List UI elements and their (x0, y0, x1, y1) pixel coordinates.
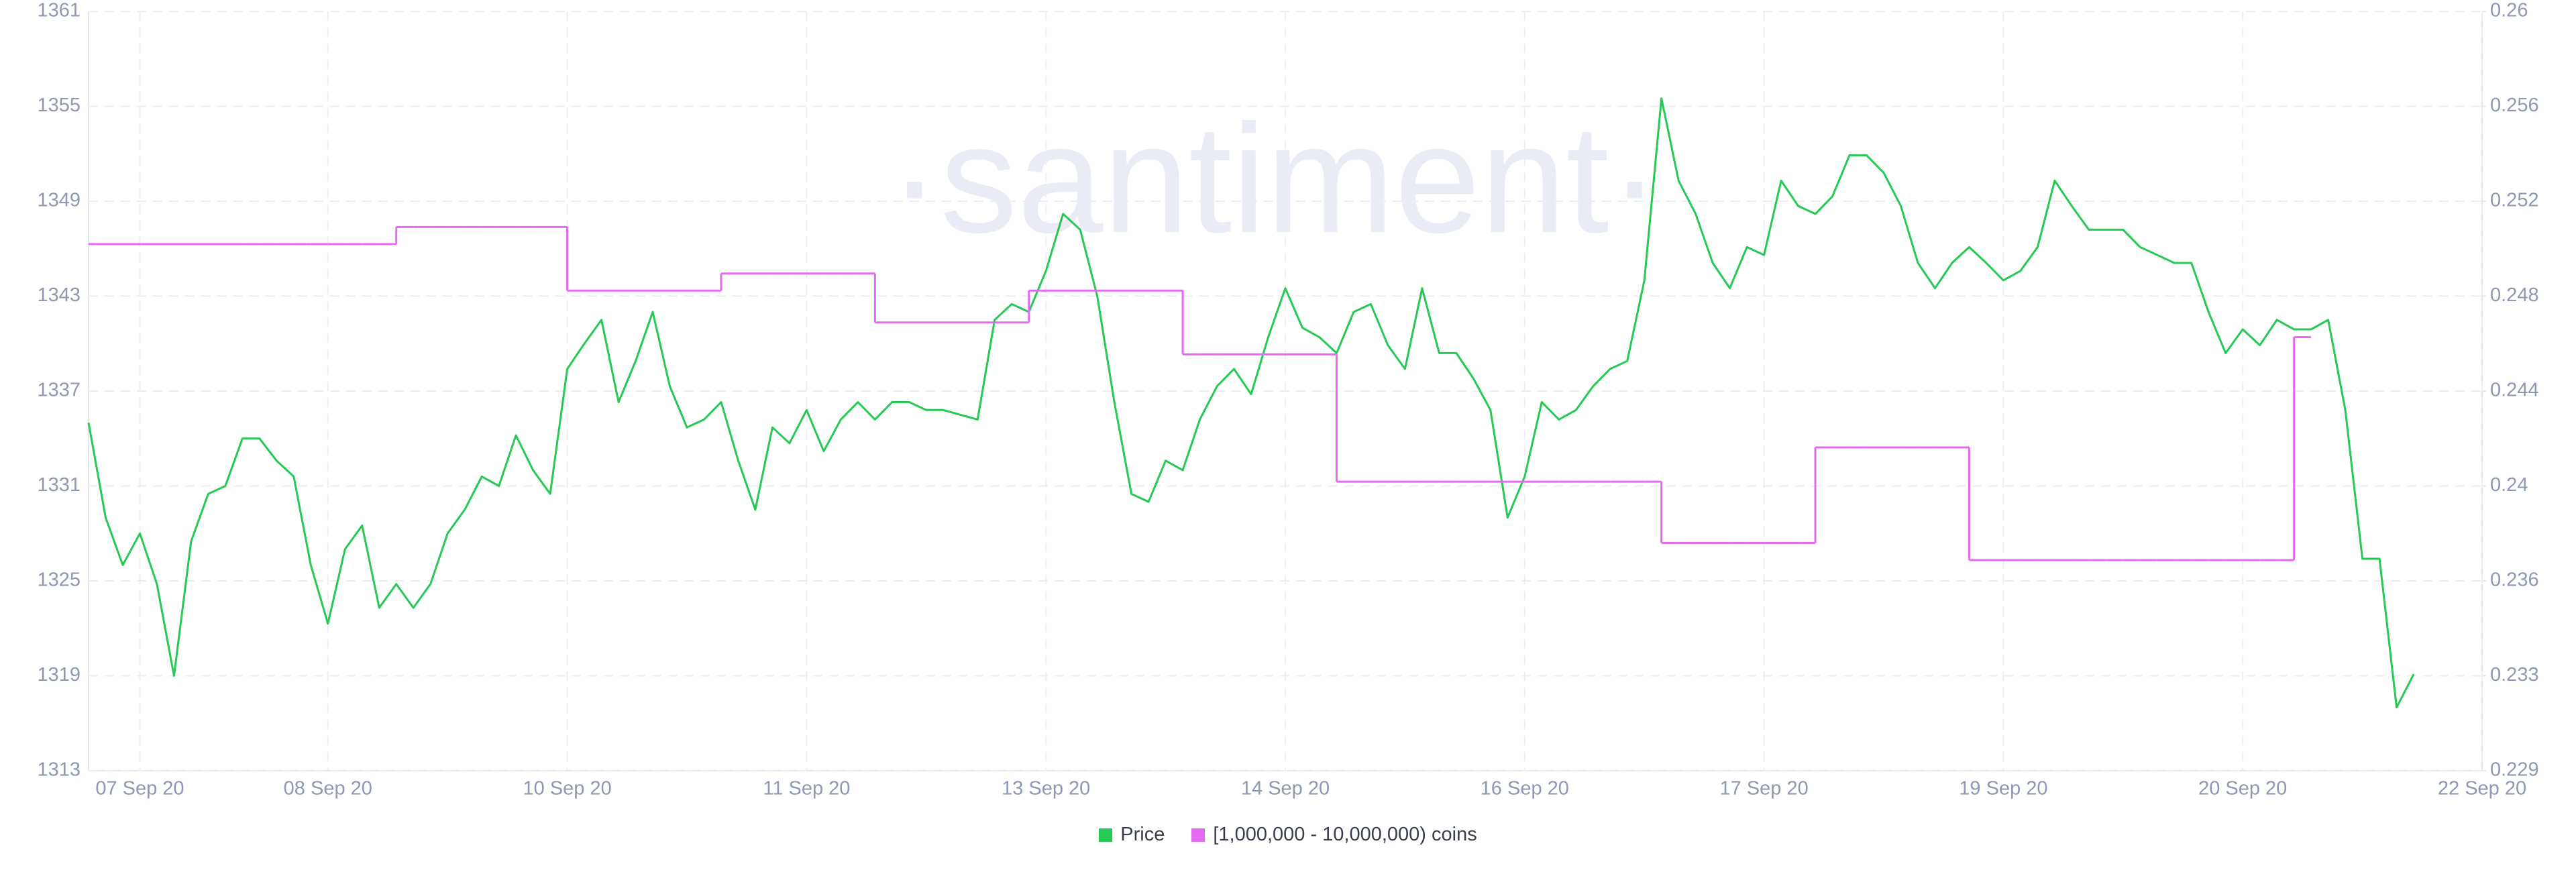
y-tick-label: 1319 (37, 664, 80, 686)
x-tick-label: 08 Sep 20 (284, 778, 372, 800)
y2-tick-label: 0.244 (2490, 380, 2539, 401)
legend-swatch (1099, 828, 1113, 842)
x-tick-label: 11 Sep 20 (763, 778, 850, 800)
y-tick-label: 1313 (37, 759, 80, 781)
x-tick-label: 20 Sep 20 (2198, 778, 2287, 800)
watermark: ·santiment· (889, 93, 1660, 265)
y-tick-label: 1337 (37, 380, 80, 401)
x-tick-label: 14 Sep 20 (1241, 778, 1330, 800)
x-tick-label: 07 Sep 20 (95, 778, 184, 800)
x-tick-label: 22 Sep 20 (2438, 778, 2526, 800)
y2-tick-label: 0.256 (2490, 95, 2539, 116)
x-tick-label: 10 Sep 20 (523, 778, 611, 800)
y-tick-label: 1355 (37, 95, 80, 116)
x-tick-label: 17 Sep 20 (1719, 778, 1808, 800)
y2-tick-label: 0.26 (2490, 0, 2528, 21)
y2-tick-label: 0.252 (2490, 190, 2539, 211)
legend: Price [1,000,000 - 10,000,000) coins (0, 824, 2576, 846)
legend-item[interactable]: [1,000,000 - 10,000,000) coins (1191, 824, 1477, 846)
y2-tick-label: 0.248 (2490, 284, 2539, 306)
y2-tick-label: 0.233 (2490, 664, 2539, 686)
y2-tick-label: 0.24 (2490, 474, 2528, 496)
y-tick-label: 1361 (37, 0, 80, 21)
y-tick-label: 1343 (37, 284, 80, 306)
y2-tick-label: 0.236 (2490, 569, 2539, 591)
y2-tick-label: 0.229 (2490, 759, 2539, 781)
y-tick-label: 1325 (37, 569, 80, 591)
price-line (87, 97, 2415, 709)
y-tick-label: 1349 (37, 190, 80, 211)
legend-label: [1,000,000 - 10,000,000) coins (1213, 824, 1477, 845)
legend-label: Price (1120, 824, 1165, 845)
legend-item[interactable]: Price (1099, 824, 1165, 846)
legend-swatch (1191, 828, 1205, 842)
x-tick-label: 16 Sep 20 (1481, 778, 1569, 800)
x-tick-label: 19 Sep 20 (1959, 778, 2047, 800)
y-tick-label: 1331 (37, 474, 80, 496)
x-tick-label: 13 Sep 20 (1002, 778, 1090, 800)
